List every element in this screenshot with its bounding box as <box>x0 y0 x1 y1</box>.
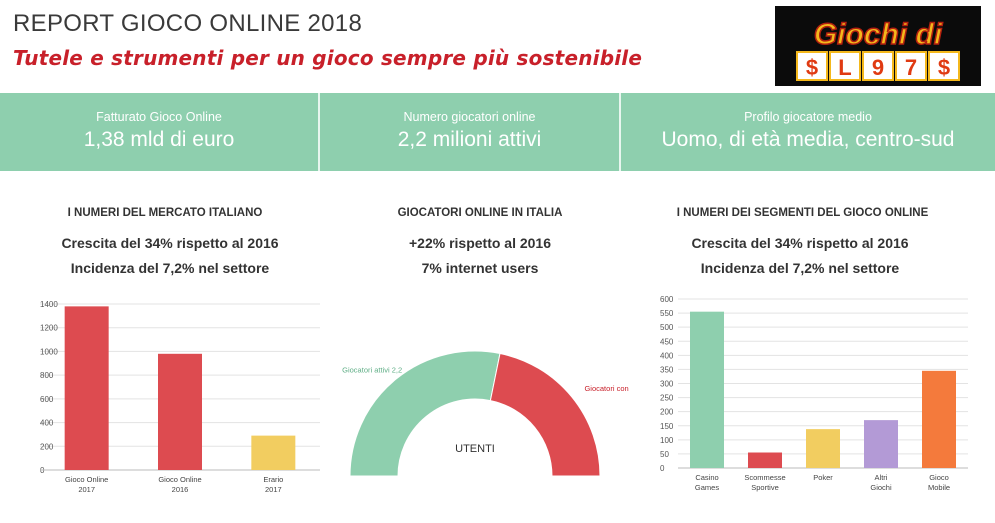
stat-profile: Profilo giocatore medio Uomo, di età med… <box>621 93 995 171</box>
y-tick-label: 100 <box>660 436 674 445</box>
y-tick-label: 550 <box>660 309 674 318</box>
svg-text:$: $ <box>938 55 950 80</box>
report-title: REPORT GIOCO ONLINE 2018 <box>13 10 363 37</box>
segments-bar-chart: 0 50 100 150 200 250 300 350 400 450 500 550 600 Casi… <box>660 295 968 492</box>
bar <box>251 435 296 470</box>
y-tick-label: 800 <box>40 371 54 380</box>
stat-players: Numero giocatori online 2,2 milioni atti… <box>320 93 619 171</box>
bar <box>748 452 782 468</box>
x-tick-label: Sportive <box>751 483 779 492</box>
section-line: +22% rispetto al 2016 <box>408 235 552 251</box>
stat-value: Uomo, di età media, centro-sud <box>661 128 955 151</box>
stat-label: Profilo giocatore medio <box>744 110 872 124</box>
bar <box>64 306 109 470</box>
slice-label: Giocatori con un conto attivo 1,7 <box>584 384 630 393</box>
x-tick-label: Gioco Online <box>158 475 201 484</box>
svg-text:L: L <box>838 55 851 80</box>
y-tick-label: 300 <box>660 380 674 389</box>
bar <box>806 429 840 468</box>
section-heading-market: I NUMERI DEL MERCATO ITALIANO <box>67 207 263 219</box>
y-tick-label: 1000 <box>40 347 58 356</box>
stats-divider <box>318 93 320 171</box>
users-half-donut-chart: Giocatori attivi 2,2 Giocatori con un con… <box>342 350 630 477</box>
y-tick-label: 350 <box>660 365 674 374</box>
section-line: Crescita del 34% rispetto al 2016 <box>691 235 909 251</box>
svg-text:7: 7 <box>905 55 917 80</box>
stats-band <box>0 93 995 171</box>
bar <box>690 311 724 468</box>
x-tick-label: Casino <box>695 473 718 482</box>
section-heading-segments: I NUMERI DEI SEGMENTI DEL GIOCO ONLINE <box>676 207 929 219</box>
y-tick-label: 0 <box>660 464 665 473</box>
svg-text:Giochi di: Giochi di <box>814 18 943 51</box>
stat-value: 2,2 milioni attivi <box>397 128 542 151</box>
y-tick-label: 150 <box>660 422 674 431</box>
y-tick-label: 500 <box>660 323 674 332</box>
x-tick-label: Gioco Online <box>65 475 108 484</box>
market-bar-chart: 0200400600800100012001400Gioco Online201… <box>40 300 320 494</box>
y-tick-label: 400 <box>660 351 674 360</box>
x-tick-label: Gioco <box>929 473 949 482</box>
y-tick-label: 1200 <box>40 324 58 333</box>
y-tick-label: 400 <box>40 419 54 428</box>
section-line: 7% internet users <box>421 260 539 276</box>
section-line: Crescita del 34% rispetto al 2016 <box>61 235 279 251</box>
svg-text:$: $ <box>806 55 818 80</box>
stat-label: Fatturato Gioco Online <box>96 110 222 124</box>
report-subtitle: Tutele e strumenti per un gioco sempre p… <box>13 46 643 70</box>
giochi-di-slot-logo: Giochi di $ L 9 7 $ <box>775 6 981 86</box>
svg-text:9: 9 <box>872 55 884 80</box>
y-tick-label: 600 <box>660 295 674 304</box>
donut-center-label: UTENTI <box>455 443 495 455</box>
bar <box>864 420 898 468</box>
x-tick-label: Games <box>695 483 719 492</box>
donut-slice <box>489 352 601 477</box>
y-tick-label: 200 <box>660 408 674 417</box>
slice-label: Giocatori attivi 2,2 <box>342 366 402 375</box>
x-tick-label: Poker <box>813 473 833 482</box>
y-tick-label: 50 <box>660 450 669 459</box>
x-tick-label: 2017 <box>265 485 282 494</box>
x-tick-label: Mobile <box>928 483 950 492</box>
x-tick-label: Scommesse <box>744 473 785 482</box>
y-tick-label: 600 <box>40 395 54 404</box>
section-line: Incidenza del 7,2% nel settore <box>70 260 270 276</box>
stat-value: 1,38 mld di euro <box>83 128 235 151</box>
y-tick-label: 1400 <box>40 300 58 309</box>
x-tick-label: 2016 <box>172 485 189 494</box>
x-tick-label: Giochi <box>870 483 892 492</box>
section-line: Incidenza del 7,2% nel settore <box>700 260 900 276</box>
y-tick-label: 250 <box>660 394 674 403</box>
stat-revenue: Fatturato Gioco Online 1,38 mld di euro <box>0 93 318 171</box>
bar <box>158 353 202 470</box>
stats-divider <box>619 93 621 171</box>
y-tick-label: 200 <box>40 442 54 451</box>
donut-slice <box>349 350 501 477</box>
x-tick-label: 2017 <box>78 485 95 494</box>
bar <box>922 370 956 468</box>
x-tick-label: Erario <box>263 475 283 484</box>
section-heading-players: GIOCATORI ONLINE IN ITALIA <box>397 207 563 219</box>
x-tick-label: Altri <box>875 473 888 482</box>
y-tick-label: 450 <box>660 337 674 346</box>
stat-label: Numero giocatori online <box>403 110 536 124</box>
